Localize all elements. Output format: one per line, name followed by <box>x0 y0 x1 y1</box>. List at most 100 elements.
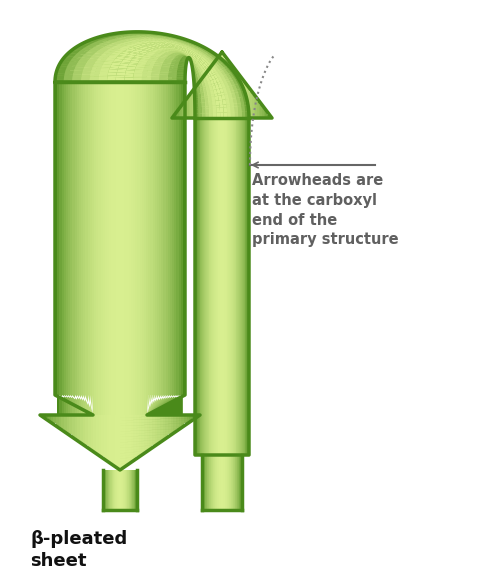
Polygon shape <box>260 115 262 118</box>
Polygon shape <box>147 52 156 54</box>
Polygon shape <box>173 59 180 61</box>
Polygon shape <box>74 46 88 50</box>
Polygon shape <box>73 70 82 74</box>
Polygon shape <box>168 421 171 423</box>
Polygon shape <box>194 90 199 94</box>
Polygon shape <box>259 111 260 115</box>
Polygon shape <box>211 103 216 108</box>
Polygon shape <box>144 448 147 451</box>
Polygon shape <box>140 37 150 40</box>
Polygon shape <box>120 465 122 467</box>
Polygon shape <box>146 62 154 65</box>
Polygon shape <box>69 429 72 431</box>
Polygon shape <box>72 429 75 431</box>
Polygon shape <box>184 53 187 56</box>
Polygon shape <box>216 103 222 108</box>
Polygon shape <box>179 49 184 53</box>
Polygon shape <box>232 88 234 91</box>
Polygon shape <box>101 437 104 440</box>
Polygon shape <box>96 421 99 423</box>
Polygon shape <box>165 429 168 431</box>
Polygon shape <box>59 415 61 418</box>
Polygon shape <box>109 454 112 456</box>
Polygon shape <box>94 82 96 395</box>
Polygon shape <box>205 49 211 53</box>
Polygon shape <box>215 79 217 81</box>
Polygon shape <box>192 105 194 108</box>
Polygon shape <box>133 76 142 78</box>
Polygon shape <box>147 442 149 445</box>
Polygon shape <box>207 101 209 105</box>
Polygon shape <box>83 66 97 70</box>
Polygon shape <box>158 53 169 56</box>
Polygon shape <box>134 431 136 434</box>
Polygon shape <box>175 40 178 43</box>
Polygon shape <box>241 115 242 118</box>
Polygon shape <box>197 57 200 60</box>
Polygon shape <box>131 395 133 415</box>
Polygon shape <box>143 70 152 71</box>
Polygon shape <box>184 54 186 56</box>
Polygon shape <box>232 85 237 90</box>
Polygon shape <box>238 112 243 118</box>
Polygon shape <box>178 49 182 52</box>
Polygon shape <box>119 37 128 39</box>
Polygon shape <box>215 118 216 455</box>
Polygon shape <box>157 46 164 47</box>
Polygon shape <box>138 44 145 46</box>
Polygon shape <box>227 111 228 115</box>
Polygon shape <box>220 95 222 98</box>
Polygon shape <box>82 67 93 71</box>
Polygon shape <box>220 63 226 68</box>
Polygon shape <box>170 82 172 395</box>
Polygon shape <box>170 50 178 53</box>
Polygon shape <box>155 415 157 418</box>
Polygon shape <box>170 65 178 68</box>
Polygon shape <box>190 57 191 60</box>
Polygon shape <box>163 38 171 42</box>
Polygon shape <box>170 38 177 41</box>
Polygon shape <box>59 82 62 395</box>
Polygon shape <box>68 395 93 415</box>
Polygon shape <box>230 96 237 101</box>
Polygon shape <box>207 111 209 115</box>
Polygon shape <box>147 37 154 39</box>
Polygon shape <box>198 60 202 64</box>
Polygon shape <box>208 95 211 97</box>
Polygon shape <box>107 456 109 459</box>
Polygon shape <box>198 90 201 94</box>
Polygon shape <box>97 43 108 47</box>
Polygon shape <box>170 43 174 46</box>
Polygon shape <box>188 98 190 101</box>
Polygon shape <box>101 42 112 45</box>
Polygon shape <box>224 455 225 510</box>
Polygon shape <box>213 72 216 75</box>
Polygon shape <box>61 421 64 423</box>
Polygon shape <box>231 101 238 107</box>
Polygon shape <box>210 105 212 108</box>
Polygon shape <box>216 118 217 455</box>
Polygon shape <box>212 53 218 57</box>
Polygon shape <box>237 81 239 85</box>
Polygon shape <box>123 470 124 510</box>
Polygon shape <box>115 442 117 445</box>
Polygon shape <box>208 50 214 54</box>
Polygon shape <box>228 455 229 510</box>
Polygon shape <box>225 72 227 75</box>
Polygon shape <box>241 105 245 112</box>
Polygon shape <box>112 39 122 41</box>
Polygon shape <box>135 35 142 38</box>
Polygon shape <box>187 45 191 49</box>
Polygon shape <box>174 44 179 48</box>
Polygon shape <box>210 118 211 455</box>
Polygon shape <box>85 423 88 426</box>
Polygon shape <box>219 55 220 59</box>
Polygon shape <box>157 434 160 437</box>
Polygon shape <box>190 59 191 62</box>
Polygon shape <box>174 48 180 52</box>
Polygon shape <box>131 415 134 418</box>
Polygon shape <box>174 423 176 426</box>
Polygon shape <box>115 423 117 426</box>
Polygon shape <box>120 462 132 465</box>
Polygon shape <box>232 108 234 111</box>
